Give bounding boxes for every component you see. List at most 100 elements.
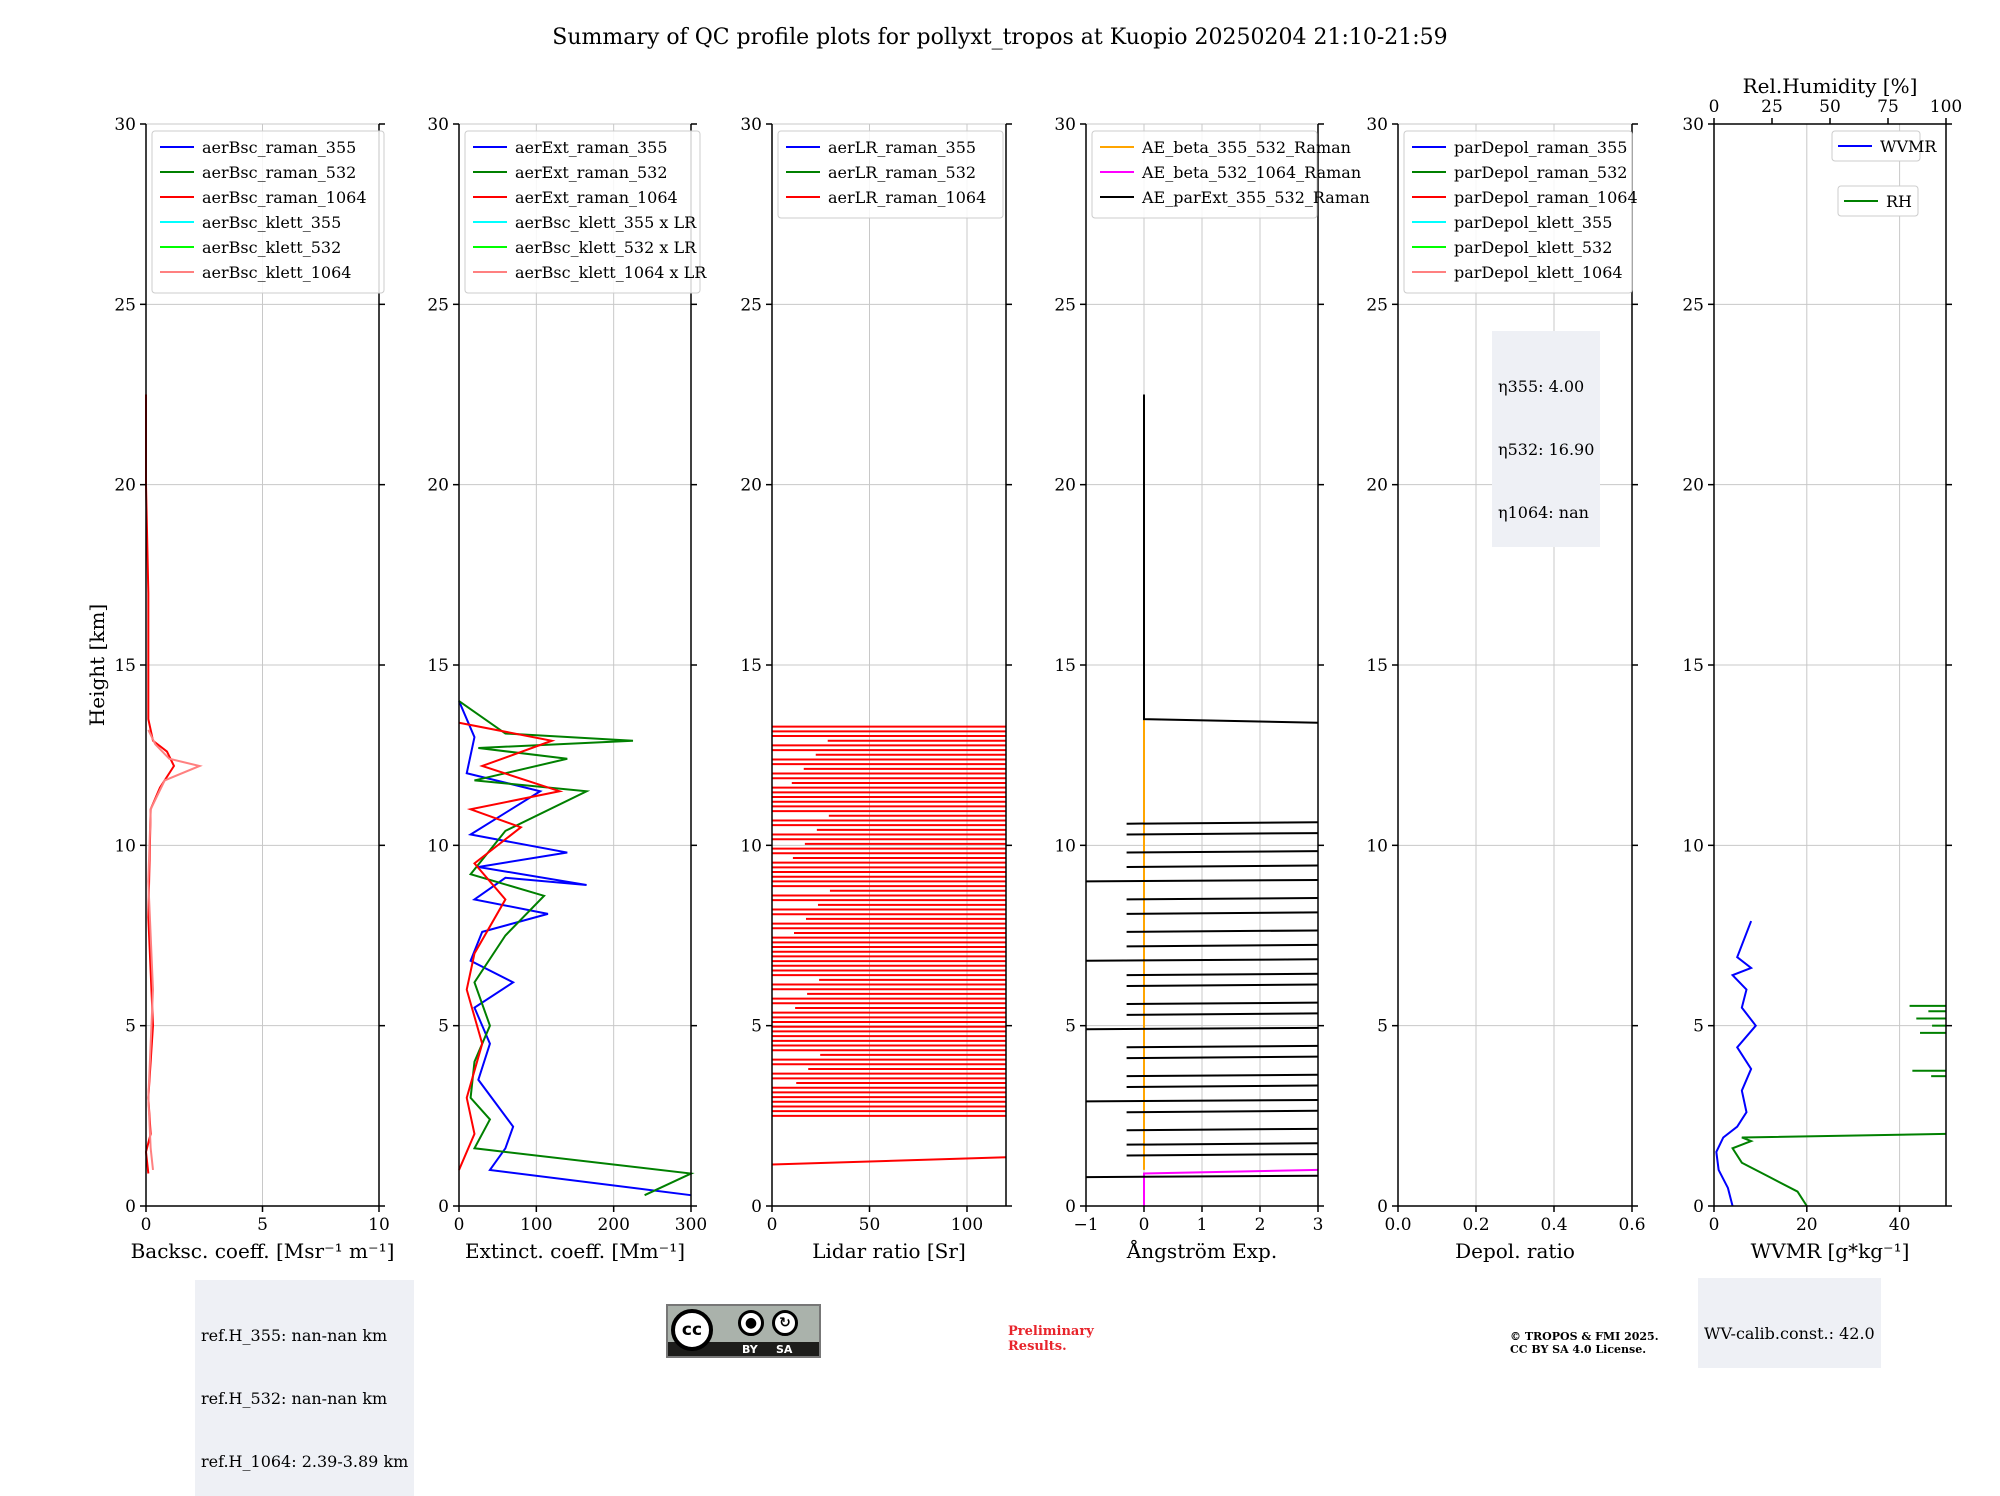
y-tick-label: 30: [740, 115, 762, 135]
top-x-tick-label: 0: [1709, 97, 1720, 117]
y-tick-label: 25: [1054, 295, 1076, 315]
legend-label: aerBsc_klett_1064: [202, 263, 351, 282]
y-tick-label: 10: [1054, 836, 1076, 856]
series-line-aerExt_raman_532: [458, 700, 695, 1197]
angstrom-segment: [1085, 1098, 1319, 1103]
legend-label: aerBsc_klett_1064 x LR: [515, 263, 707, 282]
y-tick-label: 15: [114, 656, 136, 676]
legend-box: [777, 130, 1004, 219]
y-axis-label: Height [km]: [85, 604, 109, 726]
y-tick-label: 0: [1065, 1197, 1076, 1217]
legend-label: AE_parExt_355_532_Raman: [1141, 188, 1370, 207]
angstrom-segment: [1126, 832, 1319, 836]
y-tick-label: 0: [751, 1197, 762, 1217]
y-tick-label: 10: [1366, 836, 1388, 856]
x-tick-label: 20: [1796, 1215, 1818, 1235]
legend-box: [1403, 130, 1633, 294]
legend-box: [1091, 130, 1318, 219]
y-tick-label: 25: [1682, 295, 1704, 315]
x-tick-label: 5: [257, 1215, 268, 1235]
legend-label: aerBsc_raman_355: [202, 138, 356, 157]
legend-label: aerExt_raman_355: [515, 138, 668, 157]
reference-height-box: ref.H_355: nan-nan km ref.H_532: nan-nan…: [195, 1280, 415, 1496]
x-tick-label: 200: [597, 1215, 629, 1235]
sa-label: SA: [776, 1343, 793, 1356]
legend-label: parDepol_klett_532: [1454, 238, 1612, 257]
angstrom-segment: [1126, 1109, 1319, 1114]
y-tick-label: 5: [751, 1017, 762, 1037]
top-x-tick-label: 100: [1930, 97, 1962, 117]
legend-box: [1831, 130, 1921, 162]
y-tick-label: 5: [438, 1017, 449, 1037]
sa-share-alike-icon: ↻: [772, 1310, 798, 1336]
y-tick-label: 5: [125, 1017, 136, 1037]
preliminary-note: Preliminary Results.: [1008, 1324, 1094, 1354]
angstrom-segment: [1126, 943, 1319, 948]
angstrom-segment: [1126, 864, 1319, 868]
y-tick-label: 15: [1054, 656, 1076, 676]
y-tick-label: 10: [427, 836, 449, 856]
cc-license-badge: cc ● ↻ BY SA: [666, 1304, 821, 1358]
panel-lidar-ratio: 0 5 10 15 20 25 30 0 50 100 Lidar ratio [Sr] aerLR_…: [740, 115, 1012, 1263]
y-tick-label: 20: [1682, 476, 1704, 496]
y-tick-label: 30: [427, 115, 449, 135]
panel-depolarization: 0 5 10 15 20 25 30 0.0 0.2 0.4 0.6 Depol. ratio parD…: [1366, 115, 1645, 1263]
series-line-RH: [1731, 1132, 1947, 1207]
y-tick-label: 20: [1366, 476, 1388, 496]
x-tick-label: 100: [520, 1215, 552, 1235]
top-axis-label: Rel.Humidity [%]: [1743, 74, 1918, 98]
legend-label: RH: [1886, 192, 1912, 211]
x-tick-label: 0: [767, 1215, 778, 1235]
angstrom-segment: [1126, 911, 1319, 915]
legend-label: aerBsc_klett_355 x LR: [515, 213, 697, 232]
y-tick-label: 0: [1693, 1197, 1704, 1217]
angstrom-segment: [1085, 878, 1319, 883]
angstrom-segment: [1126, 821, 1319, 825]
legend-label: aerExt_raman_532: [515, 163, 668, 182]
eta-1064-value: η1064: nan: [1498, 503, 1589, 522]
wv-calib-constant: WV-calib.const.: 42.0: [1704, 1324, 1875, 1343]
series-line-WVMR: [1715, 920, 1758, 1207]
top-x-tick-label: 75: [1877, 97, 1899, 117]
ref-height-532: ref.H_532: nan-nan km: [201, 1389, 388, 1408]
y-tick-label: 25: [427, 295, 449, 315]
legend-label: parDepol_raman_1064: [1454, 188, 1638, 207]
angstrom-segment: [1126, 972, 1319, 977]
y-tick-label: 0: [438, 1197, 449, 1217]
angstrom-segment: [1126, 850, 1319, 854]
panel-backscatter: 0 5 10 15 20 25 30 0 5 10 Backsc. coeff. [Msr⁻¹ m⁻…: [85, 115, 394, 1263]
y-tick-label: 25: [1366, 295, 1388, 315]
y-tick-label: 20: [114, 476, 136, 496]
x-axis-label: Backsc. coeff. [Msr⁻¹ m⁻¹]: [131, 1239, 395, 1263]
x-tick-label: 0.6: [1618, 1215, 1645, 1235]
angstrom-segment: [1126, 896, 1319, 901]
legend-label: aerBsc_klett_532 x LR: [515, 238, 697, 257]
x-tick-label: 0.2: [1462, 1215, 1489, 1235]
legend-label: aerExt_raman_1064: [515, 188, 678, 207]
y-tick-label: 15: [427, 656, 449, 676]
angstrom-segment: [1126, 929, 1319, 933]
legend-box: [464, 130, 701, 294]
legend-label: AE_beta_355_532_Raman: [1141, 138, 1351, 157]
angstrom-segment: [1085, 958, 1319, 962]
y-tick-label: 15: [1682, 656, 1704, 676]
series-line-aerExt_raman_1064: [458, 721, 564, 1171]
angstrom-segment: [1126, 1012, 1319, 1016]
legend-box: [151, 130, 385, 294]
y-tick-label: 30: [1366, 115, 1388, 135]
x-tick-label: 50: [859, 1215, 881, 1235]
y-tick-label: 15: [740, 656, 762, 676]
eta-info-box: η355: 4.00 η532: 16.90 η1064: nan: [1492, 331, 1601, 547]
x-tick-label: 0.0: [1384, 1215, 1411, 1235]
y-tick-label: 0: [125, 1197, 136, 1217]
legend-label: aerLR_raman_1064: [828, 188, 986, 207]
figure-title: Summary of QC profile plots for pollyxt_…: [552, 25, 1447, 50]
figure: Summary of QC profile plots for pollyxt_…: [85, 25, 1962, 1263]
x-tick-label: 10: [368, 1215, 390, 1235]
y-tick-label: 20: [1054, 476, 1076, 496]
x-tick-label: 1: [1197, 1215, 1208, 1235]
x-tick-label: 0: [141, 1215, 152, 1235]
legend-label: AE_beta_532_1064_Raman: [1141, 163, 1361, 182]
legend-label: aerLR_raman_355: [828, 138, 976, 157]
